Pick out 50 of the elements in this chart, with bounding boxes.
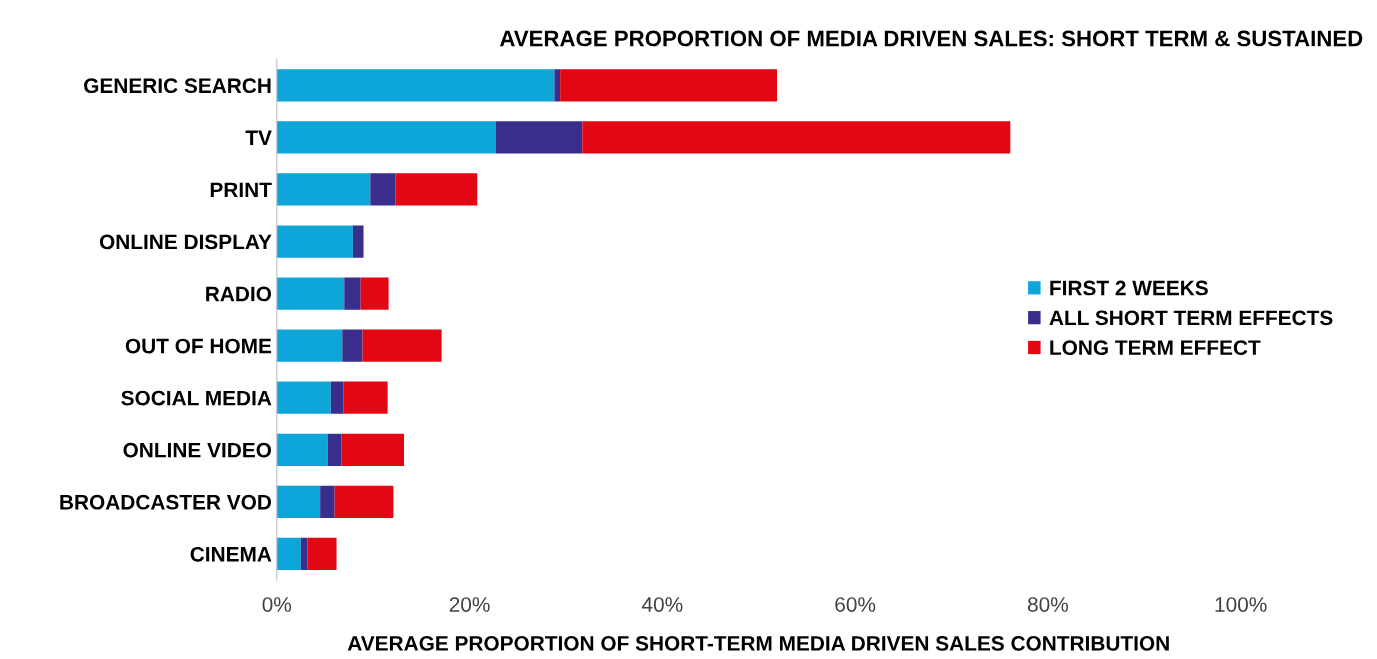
bar bbox=[276, 537, 301, 571]
bar bbox=[276, 121, 496, 154]
y-tick-label: SOCIAL MEDIA bbox=[121, 390, 272, 406]
bar bbox=[360, 277, 389, 310]
bar bbox=[276, 381, 331, 414]
bar bbox=[495, 121, 583, 154]
bar bbox=[276, 69, 555, 102]
bar bbox=[582, 121, 1011, 154]
x-tick-label: 80% bbox=[1027, 597, 1069, 612]
y-tick-label: GENERIC SEARCH bbox=[84, 78, 271, 94]
bar bbox=[395, 173, 478, 206]
bar bbox=[554, 69, 561, 102]
bar bbox=[276, 225, 353, 258]
bar bbox=[276, 329, 343, 362]
bar bbox=[334, 485, 394, 518]
y-tick-label: ONLINE DISPLAY bbox=[99, 234, 272, 250]
bar bbox=[330, 381, 344, 414]
y-tick-label: TV bbox=[245, 130, 272, 145]
y-tick-label: ONLINE VIDEO bbox=[123, 442, 272, 458]
bar bbox=[344, 277, 361, 310]
y-tick-label: BROADCASTER VOD bbox=[60, 494, 272, 510]
bar bbox=[370, 173, 396, 206]
x-tick-label: 20% bbox=[449, 597, 490, 612]
legend-label: ALL SHORT TERM EFFECTS bbox=[1049, 310, 1333, 326]
bar bbox=[320, 485, 335, 518]
x-axis-title: AVERAGE PROPORTION OF SHORT-TERM MEDIA DRIVEN SALES CONTRIBUTION bbox=[347, 636, 1169, 651]
y-tick-label: CINEMA bbox=[190, 546, 272, 562]
bar bbox=[276, 485, 321, 518]
x-tick-label: 100% bbox=[1215, 597, 1267, 612]
legend-label: FIRST 2 WEEKS bbox=[1050, 280, 1208, 296]
bar bbox=[300, 537, 308, 571]
bar bbox=[560, 69, 778, 102]
bar bbox=[276, 277, 345, 310]
x-tick-label: 40% bbox=[641, 597, 683, 612]
bar bbox=[362, 329, 442, 362]
y-tick-label: RADIO bbox=[206, 286, 272, 302]
bar bbox=[352, 225, 364, 258]
bar bbox=[276, 173, 371, 206]
bar bbox=[327, 433, 342, 466]
bar bbox=[307, 537, 337, 571]
legend-label: LONG TERM EFFECT bbox=[1050, 340, 1261, 356]
bar bbox=[343, 381, 388, 414]
y-tick-label: PRINT bbox=[210, 182, 272, 198]
bar bbox=[341, 433, 405, 466]
y-tick-label: OUT OF HOME bbox=[125, 338, 272, 354]
x-tick-label: 0% bbox=[262, 597, 292, 612]
bar bbox=[342, 329, 363, 362]
chart-title: AVERAGE PROPORTION OF MEDIA DRIVEN SALES: SHORT TERM & SUSTAINED bbox=[499, 30, 1363, 47]
bar bbox=[276, 433, 328, 466]
x-tick-label: 60% bbox=[835, 597, 876, 612]
